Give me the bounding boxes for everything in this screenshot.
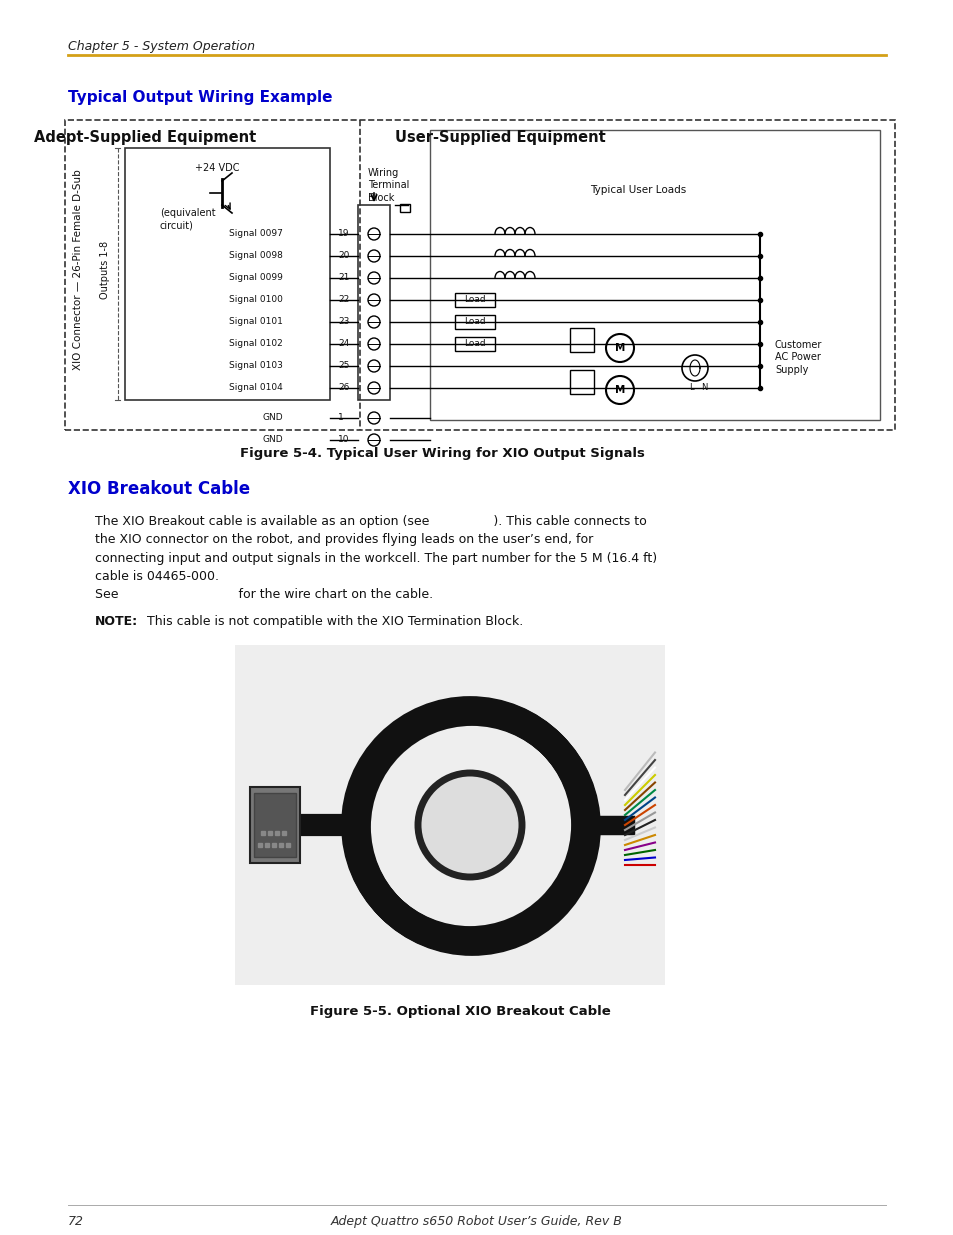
Bar <box>357 205 390 400</box>
Text: Signal 0100: Signal 0100 <box>229 295 283 304</box>
Bar <box>569 329 594 352</box>
Text: N: N <box>700 383 706 391</box>
Text: M: M <box>614 385 624 395</box>
Text: Load: Load <box>464 295 485 304</box>
Circle shape <box>417 773 521 877</box>
Text: Adept-Supplied Equipment: Adept-Supplied Equipment <box>34 130 255 144</box>
Text: 72: 72 <box>68 1215 84 1228</box>
Bar <box>430 130 879 420</box>
Text: This cable is not compatible with the XIO Termination Block.: This cable is not compatible with the XI… <box>143 615 522 629</box>
Text: 10: 10 <box>337 435 349 445</box>
Text: Signal 0099: Signal 0099 <box>229 273 283 282</box>
Text: +24 VDC: +24 VDC <box>194 163 239 173</box>
Text: Figure 5-4. Typical User Wiring for XIO Output Signals: Figure 5-4. Typical User Wiring for XIO … <box>240 447 644 459</box>
Text: XIO Connector — 26-Pin Female D-Sub: XIO Connector — 26-Pin Female D-Sub <box>73 169 83 370</box>
Bar <box>250 787 299 863</box>
Text: 20: 20 <box>337 251 349 261</box>
Text: Typical Output Wiring Example: Typical Output Wiring Example <box>68 90 333 105</box>
Bar <box>569 370 594 394</box>
FancyBboxPatch shape <box>455 315 495 329</box>
Text: GND: GND <box>262 435 283 445</box>
Text: Signal 0103: Signal 0103 <box>229 361 283 370</box>
Text: Signal 0101: Signal 0101 <box>229 317 283 326</box>
Text: 22: 22 <box>337 295 349 304</box>
Text: NOTE:: NOTE: <box>95 615 138 629</box>
Text: See                              for the wire chart on the cable.: See for the wire chart on the cable. <box>95 588 433 601</box>
Text: Load: Load <box>464 317 485 326</box>
Bar <box>234 645 664 986</box>
Text: Typical User Loads: Typical User Loads <box>589 185 685 195</box>
Text: Customer
AC Power
Supply: Customer AC Power Supply <box>774 340 821 374</box>
Text: 1: 1 <box>337 412 343 422</box>
Text: Adept Quattro s650 Robot User’s Guide, Rev B: Adept Quattro s650 Robot User’s Guide, R… <box>331 1215 622 1228</box>
Text: 26: 26 <box>337 383 349 391</box>
Text: 25: 25 <box>337 361 349 370</box>
Text: Figure 5-5. Optional XIO Breakout Cable: Figure 5-5. Optional XIO Breakout Cable <box>310 1005 610 1018</box>
Bar <box>65 120 894 430</box>
Text: L: L <box>688 383 693 391</box>
Text: Chapter 5 - System Operation: Chapter 5 - System Operation <box>68 40 254 53</box>
Text: Signal 0097: Signal 0097 <box>229 228 283 238</box>
Text: 23: 23 <box>337 317 349 326</box>
Text: (equivalent
circuit): (equivalent circuit) <box>160 207 215 231</box>
Bar <box>399 204 410 212</box>
Text: Load: Load <box>464 338 485 348</box>
Text: Wiring
Terminal
Block: Wiring Terminal Block <box>368 168 409 203</box>
Text: 19: 19 <box>337 228 349 238</box>
Text: Signal 0102: Signal 0102 <box>229 338 283 348</box>
Text: XIO Breakout Cable: XIO Breakout Cable <box>68 480 250 498</box>
Text: M: M <box>614 343 624 353</box>
Text: 21: 21 <box>337 273 349 282</box>
Text: Signal 0098: Signal 0098 <box>229 251 283 261</box>
Bar <box>253 793 295 857</box>
Text: The XIO Breakout cable is available as an option (see                ). This cab: The XIO Breakout cable is available as a… <box>95 515 657 583</box>
Text: GND: GND <box>262 412 283 422</box>
Text: 24: 24 <box>337 338 349 348</box>
Text: Outputs 1-8: Outputs 1-8 <box>100 241 110 299</box>
Text: Signal 0104: Signal 0104 <box>229 383 283 391</box>
Text: User-Supplied Equipment: User-Supplied Equipment <box>395 130 605 144</box>
FancyBboxPatch shape <box>455 293 495 308</box>
Bar <box>125 148 330 400</box>
FancyBboxPatch shape <box>455 337 495 351</box>
